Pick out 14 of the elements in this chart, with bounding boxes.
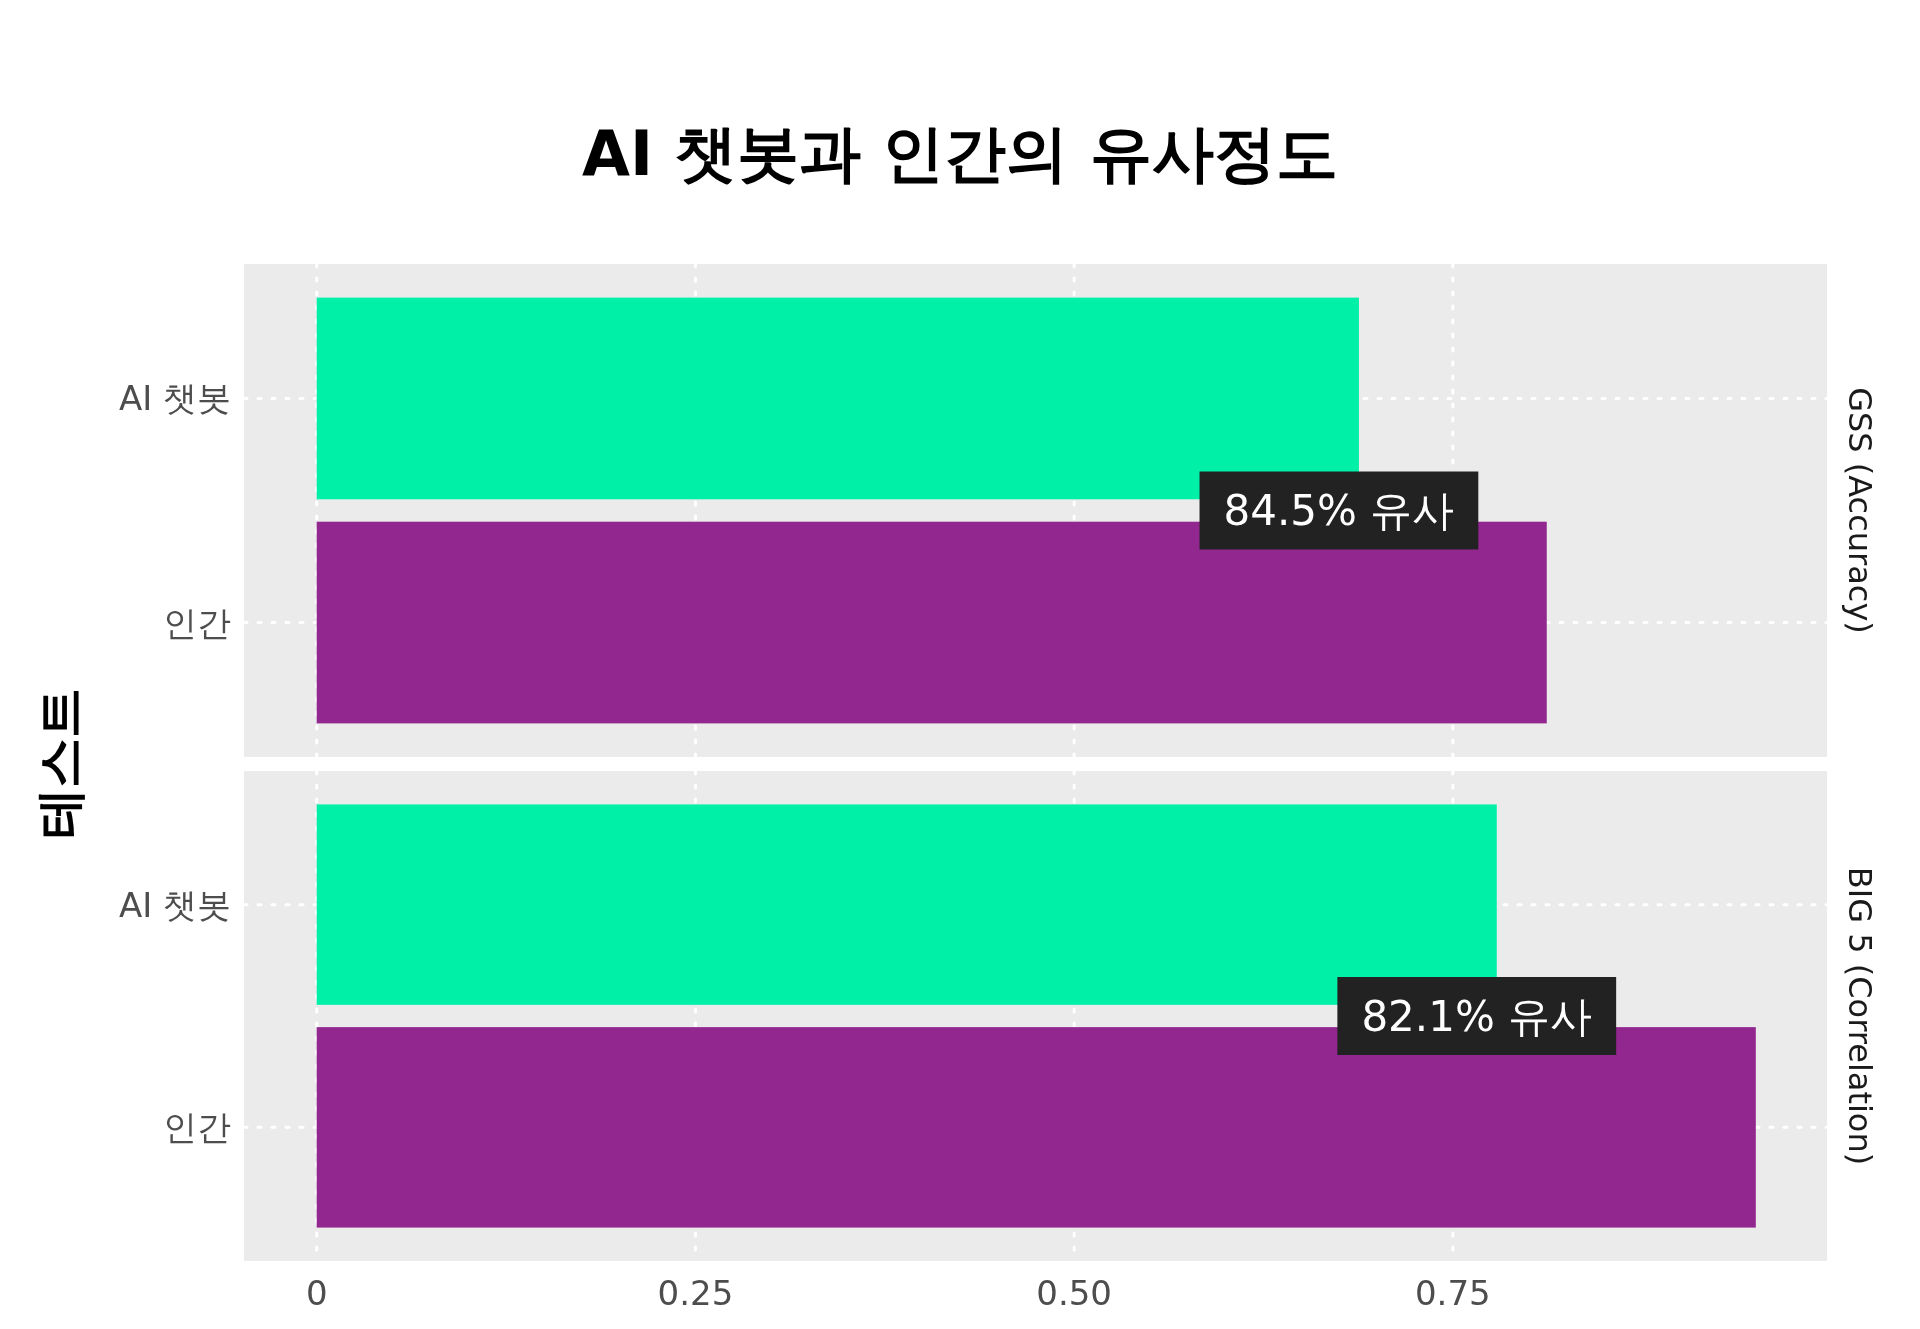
x-tick-label: 0 xyxy=(305,1273,328,1313)
x-tick-label: 0.75 xyxy=(1414,1273,1491,1313)
y2-axis-title: BIG 5 (Correlation) xyxy=(1841,866,1879,1166)
annotation: 84.5% 유사 xyxy=(1223,486,1455,535)
y-tick-label: AI 챗봇 xyxy=(118,884,231,925)
chart-title: AI 챗봇과 인간의 유사정도 xyxy=(582,117,1338,190)
annotation: 82.1% 유사 xyxy=(1361,991,1593,1041)
x-tick-label: 0.25 xyxy=(657,1273,734,1313)
y-tick-label: 인간 xyxy=(163,1107,231,1148)
y2-axis-title: GSS (Accuracy) xyxy=(1841,387,1879,634)
y-tick-label: 인간 xyxy=(163,602,231,643)
x-tick-label: 0.50 xyxy=(1036,1273,1112,1313)
y-tick-label: AI 챗봇 xyxy=(118,378,231,419)
y-axis-title: 테스트 xyxy=(31,687,89,838)
